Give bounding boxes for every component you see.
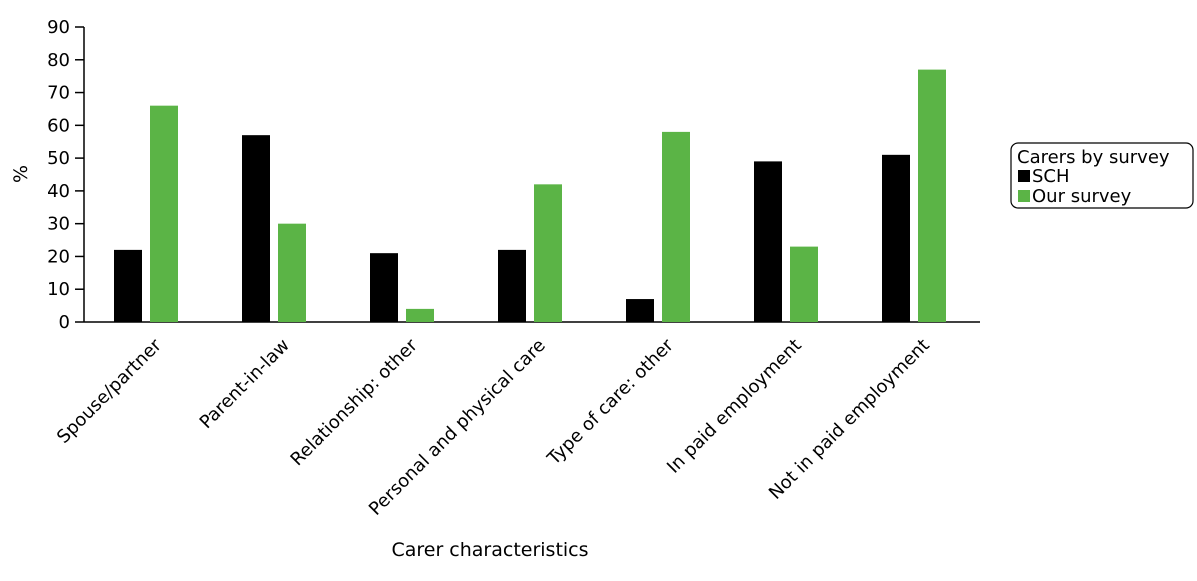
legend-swatch <box>1018 170 1030 182</box>
legend-box <box>1010 142 1194 209</box>
legend-label: Our survey <box>1032 186 1132 207</box>
legend-label: SCH <box>1032 166 1070 187</box>
bar-sch <box>498 249 526 322</box>
legend-swatch <box>1018 190 1030 202</box>
axes: 0 10 20 30 40 50 60 70 80 90 <box>47 17 980 333</box>
bar-our-survey <box>918 69 946 322</box>
y-tick-label: 80 <box>47 50 70 71</box>
bar-sch <box>626 299 654 322</box>
y-tick-label: 30 <box>47 214 70 235</box>
category-label: In paid employment <box>663 335 806 478</box>
y-tick-label: 40 <box>47 181 70 202</box>
x-axis-title: Carer characteristics <box>391 539 588 561</box>
y-tick-label: 20 <box>47 246 70 267</box>
bar-our-survey <box>534 184 562 322</box>
category-label: Relationship: other <box>287 335 423 471</box>
legend-title: Carers by survey <box>1017 147 1170 168</box>
bar-our-survey <box>150 105 178 323</box>
bar-our-survey <box>406 308 434 322</box>
bar-sch <box>754 161 782 322</box>
y-axis-title: % <box>10 165 32 183</box>
y-tick-label: 90 <box>47 17 70 38</box>
category-label: Type of care: other <box>543 335 678 470</box>
y-tick-label: 10 <box>47 279 70 300</box>
category-labels: Spouse/partner Parent-in-lawRelationship:… <box>53 335 934 520</box>
category-label: Spouse/partner <box>53 335 166 448</box>
y-tick-label: 0 <box>59 312 70 333</box>
bar-sch <box>370 253 398 322</box>
bar-sch <box>882 154 910 322</box>
category-label: Parent-in-law <box>196 335 294 433</box>
bar-sch <box>242 135 270 322</box>
bar-our-survey <box>278 223 306 322</box>
bars <box>114 69 946 323</box>
bar-our-survey <box>662 131 690 322</box>
y-tick-label: 70 <box>47 83 70 104</box>
y-tick-label: 50 <box>47 148 70 169</box>
y-tick-label: 60 <box>47 115 70 136</box>
bar-sch <box>114 249 142 322</box>
bar-our-survey <box>790 246 818 322</box>
